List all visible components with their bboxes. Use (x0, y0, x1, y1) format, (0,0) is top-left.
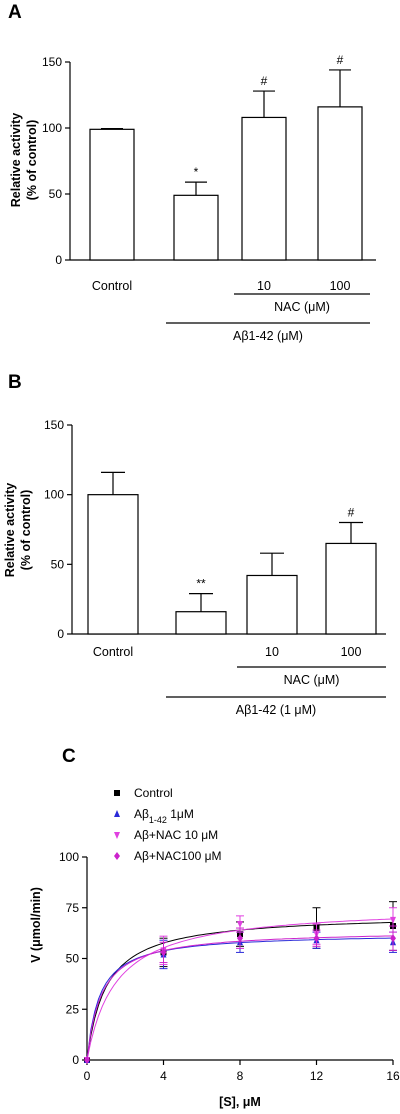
panel-a-y-tick-label: 0 (55, 253, 62, 267)
panel-b-y-tick-label: 50 (51, 557, 65, 571)
panel-b-y-tick-label: 100 (44, 488, 64, 502)
panel-c-legend: Control Aβ1-42 1μM Aβ+NAC 10 μM Aβ+NAC100 μ… (114, 786, 222, 863)
panel-c-legend-label-main: Aβ+NAC 10 μM (134, 828, 218, 842)
panel-c-data-point (84, 1056, 90, 1064)
panel-a-y-tick-label: 150 (42, 55, 62, 69)
panel-b-bar (87, 494, 139, 635)
panel-b-group-label: Aβ1-42 (1 μM) (236, 703, 316, 717)
panel-c-legend-marker (114, 832, 120, 839)
panel-c: C V (μmol/min) [S], μM Control Aβ1-42 1μM… (29, 746, 400, 1109)
panel-c-legend-label: Aβ1-42 1μM (134, 807, 194, 825)
panel-a-group-label: NAC (μM) (274, 300, 330, 314)
panel-a-significance-mark: * (194, 165, 199, 179)
panel-a-bar (89, 128, 135, 261)
panel-b-significance-mark: # (348, 506, 355, 520)
panel-b: B Relative activity (% of control) 0 50 10… (3, 372, 386, 717)
panel-a-significance-mark: # (337, 53, 344, 67)
panel-c-y-tick-label: 0 (72, 1053, 79, 1067)
panel-c-data-point (237, 934, 243, 943)
panel-c-legend-marker (114, 852, 120, 860)
panel-c-ylabel: V (μmol/min) (29, 887, 43, 963)
panel-c-legend-label-tail: 1μM (167, 807, 194, 821)
panel-c-legend-marker (114, 790, 120, 796)
panel-a-ylabel-line2: (% of control) (25, 120, 39, 201)
panel-c-legend-label: Control (134, 786, 173, 800)
panel-b-category-label: Control (93, 645, 133, 659)
panel-c-legend-label-subscript: 1-42 (149, 815, 167, 825)
panel-c-x-tick-label: 12 (310, 1069, 324, 1083)
panel-c-data-point (160, 948, 167, 957)
panel-a-bar (241, 116, 287, 261)
panel-b-letter: B (8, 372, 22, 393)
panel-a-significance-mark: # (261, 74, 268, 88)
panel-a-category-label: Control (92, 279, 132, 293)
panel-b-significance-mark: ** (196, 577, 206, 591)
panel-b-group-label: NAC (μM) (284, 673, 340, 687)
panel-c-legend-label-main: Aβ+NAC100 μM (134, 849, 222, 863)
panel-a-group-label: Aβ1-42 (μM) (233, 329, 303, 343)
panel-b-bar (175, 611, 227, 635)
panel-c-legend-label: Aβ+NAC100 μM (134, 849, 222, 863)
panel-c-data-point (390, 916, 396, 924)
panel-c-y-tick-label: 25 (66, 1002, 80, 1016)
panel-a-bar (317, 106, 363, 261)
panel-c-fit-curve (86, 935, 394, 1061)
panel-a-category-label: 100 (330, 279, 351, 293)
panel-c-x-tick-label: 4 (160, 1069, 167, 1083)
panel-c-x-tick-label: 16 (386, 1069, 400, 1083)
panel-b-bar (246, 574, 298, 635)
panel-b-category-label: 10 (265, 645, 279, 659)
panel-b-y-tick-label: 150 (44, 418, 64, 432)
panel-c-y-tick-label: 100 (59, 850, 79, 864)
panel-c-data-point (313, 934, 320, 943)
panel-a-y-tick-label: 50 (49, 187, 63, 201)
panel-c-x-tick-label: 0 (84, 1069, 91, 1083)
panel-c-y-tick-label: 50 (66, 952, 80, 966)
panel-c-letter: C (62, 746, 76, 767)
panel-b-ylabel-line2: (% of control) (19, 490, 33, 571)
panel-c-legend-marker (114, 810, 120, 817)
panel-a-letter: A (8, 2, 22, 23)
panel-b-category-label: 100 (341, 645, 362, 659)
panel-a: A Relative activity (% of control) 0 50 10… (8, 2, 376, 343)
panel-a-y-tick-label: 100 (42, 121, 62, 135)
panel-c-y-tick-label: 75 (66, 901, 80, 915)
panel-b-bar (325, 542, 377, 635)
panel-c-x-tick-label: 8 (237, 1069, 244, 1083)
panel-c-legend-label-main: Control (134, 786, 173, 800)
panel-c-legend-label: Aβ+NAC 10 μM (134, 828, 218, 842)
panel-c-xlabel: [S], μM (219, 1095, 261, 1109)
panel-c-data-point (390, 934, 396, 943)
panel-c-data-point (237, 920, 243, 928)
panel-a-ylabel-line1: Relative activity (9, 113, 23, 208)
panel-c-legend-label-main: Aβ (134, 807, 149, 821)
panel-a-category-label: 10 (257, 279, 271, 293)
panel-c-plot: 0 25 50 75 100 0 4 8 12 16 (59, 850, 400, 1083)
panel-a-bar (173, 194, 219, 261)
panel-b-ylabel-line1: Relative activity (3, 483, 17, 578)
panel-b-y-tick-label: 0 (57, 627, 64, 641)
